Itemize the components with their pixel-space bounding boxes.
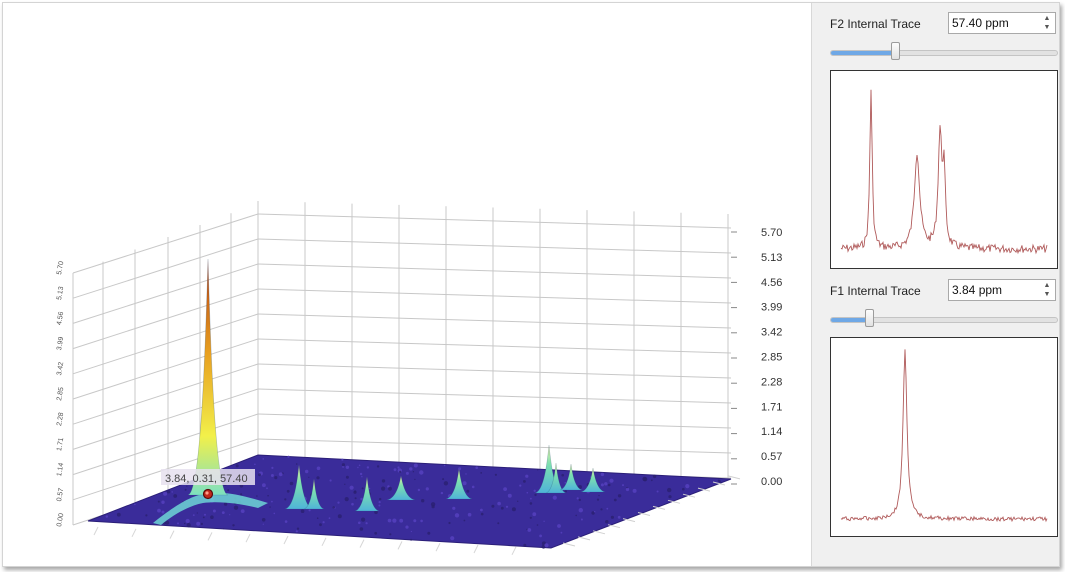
f1-trace-label: F1 Internal Trace	[830, 284, 921, 298]
peak	[386, 475, 416, 501]
f2-ppm-input[interactable]	[952, 14, 1038, 32]
slider-fill	[831, 51, 896, 55]
z-tick-label: 4.56	[761, 277, 782, 289]
peak	[559, 463, 583, 491]
slider-groove[interactable]	[830, 50, 1058, 56]
slider-groove[interactable]	[830, 317, 1058, 323]
z-tick-label: 3.42	[761, 327, 782, 339]
f2-trace-plot	[830, 70, 1058, 269]
z-tick-label-left: 0.57	[56, 487, 65, 502]
peak	[545, 462, 567, 494]
f1-ppm-input[interactable]	[952, 281, 1038, 299]
surface-plot[interactable]: 3.84, 0.31, 57.40 5.70 5.13 4.56 3.99 3.42 2.8…	[3, 3, 811, 566]
plot-3d-area[interactable]: 3.84, 0.31, 57.40 5.70 5.13 4.56 3.99 3.42 2.8…	[3, 3, 811, 566]
peak	[354, 476, 380, 512]
z-tick-label-left: 2.85	[56, 387, 65, 402]
trace-path	[840, 89, 1048, 255]
f1-trace-plot	[830, 337, 1058, 537]
cursor-label: 3.84, 0.31, 57.40	[165, 473, 248, 485]
z-tick-label: 5.13	[761, 252, 782, 264]
z-tick-label-left: 2.28	[56, 412, 65, 427]
f1-trace-slider[interactable]	[830, 309, 1058, 329]
slider-fill	[831, 318, 870, 322]
f1-trace-line	[840, 349, 1048, 523]
z-axis-right: 5.70 5.13 4.56 3.99 3.42 2.85 2.28 1.71 1.14 0.57…	[731, 227, 782, 488]
z-tick-label: 0.00	[761, 476, 782, 488]
z-tick-label-left: 3.99	[56, 336, 65, 351]
spin-down-icon[interactable]: ▼	[1043, 291, 1051, 298]
z-tick-label-left: 5.13	[56, 286, 65, 301]
f2-trace-slider[interactable]	[830, 42, 1058, 62]
main-peak	[187, 258, 229, 496]
spin-down-icon[interactable]: ▼	[1043, 24, 1051, 31]
slider-handle[interactable]	[865, 309, 874, 327]
cursor-tooltip: 3.84, 0.31, 57.40	[161, 469, 255, 485]
z-tick-label: 5.70	[761, 227, 782, 239]
ridge	[153, 492, 268, 525]
f2-trace-label: F2 Internal Trace	[830, 17, 921, 31]
z-tick-label: 2.28	[761, 376, 782, 388]
z-tick-label: 1.14	[761, 426, 782, 438]
peak	[445, 468, 473, 500]
z-tick-label-left: 5.70	[56, 261, 65, 276]
peak	[580, 467, 606, 493]
slider-handle[interactable]	[891, 42, 900, 60]
floor-ticks	[93, 475, 741, 556]
z-tick-label-left: 1.14	[56, 462, 65, 477]
spin-up-icon[interactable]: ▲	[1043, 15, 1051, 22]
z-tick-label: 3.99	[761, 302, 782, 314]
z-tick-label-left: 4.56	[56, 311, 65, 326]
peak	[303, 478, 325, 510]
trace-path	[840, 349, 1048, 523]
spin-up-icon[interactable]: ▲	[1043, 282, 1051, 289]
z-tick-label: 1.71	[761, 401, 782, 413]
f1-spin-arrows[interactable]: ▲ ▼	[1041, 281, 1053, 299]
z-tick-label: 2.85	[761, 352, 782, 364]
f2-ppm-spinbox[interactable]: ▲ ▼	[948, 12, 1056, 34]
trace-panel: F2 Internal Trace ▲ ▼ F1 Internal Trace …	[811, 3, 1059, 566]
z-tick-label-left: 0.00	[56, 513, 65, 528]
f2-trace-line	[840, 89, 1048, 255]
z-tick-label-left: 1.71	[56, 437, 65, 452]
z-axis-left: 5.70 5.13 4.56 3.99 3.42 2.85 2.28 1.71 1.14 0.57…	[56, 261, 65, 528]
f2-spin-arrows[interactable]: ▲ ▼	[1041, 14, 1053, 32]
z-tick-label: 0.57	[761, 451, 782, 463]
f1-ppm-spinbox[interactable]: ▲ ▼	[948, 279, 1056, 301]
z-tick-label-left: 3.42	[56, 361, 65, 376]
